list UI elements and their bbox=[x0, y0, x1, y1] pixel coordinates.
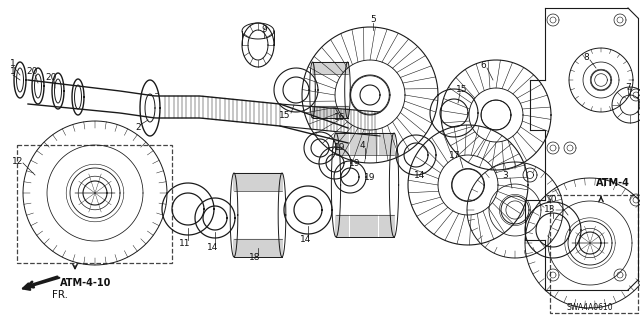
Text: 14: 14 bbox=[207, 243, 219, 253]
Text: 1: 1 bbox=[10, 58, 16, 68]
Text: 9: 9 bbox=[261, 26, 267, 34]
Text: 19: 19 bbox=[364, 173, 376, 182]
Text: 3: 3 bbox=[502, 170, 508, 180]
Text: 15: 15 bbox=[279, 110, 291, 120]
Text: 13: 13 bbox=[544, 205, 556, 214]
Text: SWA4A0610: SWA4A0610 bbox=[566, 303, 613, 313]
Text: 12: 12 bbox=[12, 158, 24, 167]
Text: 1: 1 bbox=[10, 68, 16, 77]
Bar bbox=[550, 195, 638, 313]
Text: 6: 6 bbox=[480, 61, 486, 70]
Text: 4: 4 bbox=[359, 140, 365, 150]
Text: 20: 20 bbox=[45, 72, 57, 81]
Text: 19: 19 bbox=[334, 144, 346, 152]
Text: 7: 7 bbox=[625, 83, 631, 92]
Text: 19: 19 bbox=[349, 159, 361, 167]
Text: 15: 15 bbox=[456, 85, 468, 94]
Text: 8: 8 bbox=[583, 53, 589, 62]
Text: 16: 16 bbox=[334, 114, 346, 122]
Text: FR.: FR. bbox=[52, 290, 68, 300]
Text: 5: 5 bbox=[370, 16, 376, 25]
Bar bbox=[17, 145, 172, 263]
Text: 14: 14 bbox=[300, 235, 312, 244]
Text: 18: 18 bbox=[249, 254, 260, 263]
Text: 17: 17 bbox=[449, 151, 461, 160]
Text: ATM-4-10: ATM-4-10 bbox=[60, 278, 112, 288]
Text: 20: 20 bbox=[26, 68, 38, 77]
Text: 11: 11 bbox=[179, 239, 191, 248]
Text: 2: 2 bbox=[135, 123, 141, 132]
Text: 14: 14 bbox=[414, 170, 426, 180]
Text: 10: 10 bbox=[547, 196, 557, 204]
Text: ATM-4: ATM-4 bbox=[596, 178, 630, 188]
